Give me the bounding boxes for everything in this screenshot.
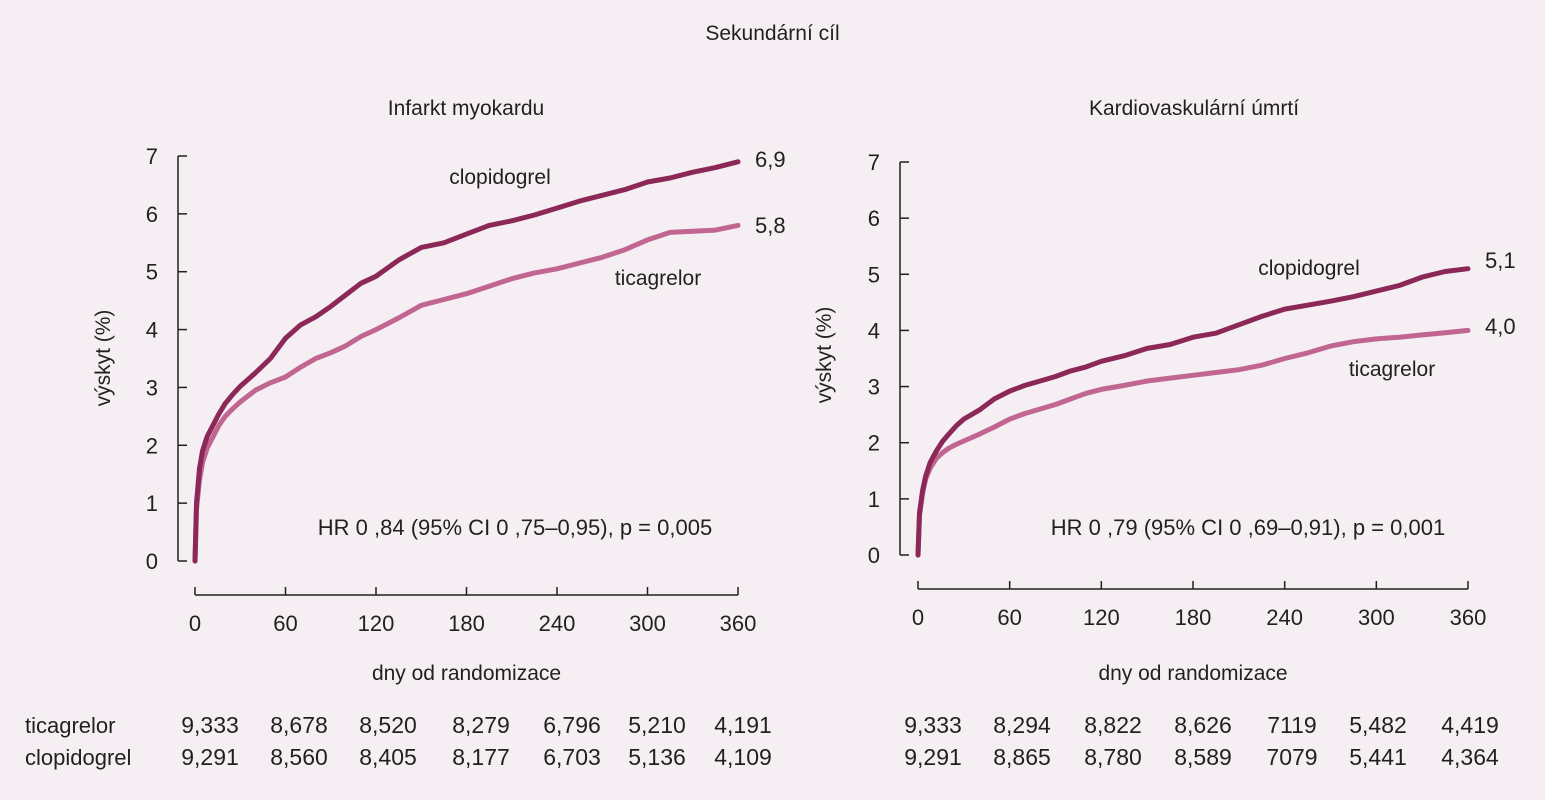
x-tick-label: 120	[358, 611, 395, 636]
figure-title: Sekundární cíl	[705, 22, 840, 45]
y-tick-label: 5	[868, 262, 880, 287]
y-tick-label: 4	[868, 318, 880, 343]
y-tick-label: 4	[146, 318, 158, 343]
y-tick-label: 6	[146, 202, 158, 227]
y-axis-label: výskyt (%)	[813, 307, 836, 404]
series-line-ticagrelor	[192, 222, 741, 564]
y-tick-label: 6	[868, 206, 880, 231]
risk-row-label-clopidogrel: clopidogrel	[25, 745, 131, 770]
risk-value-ticagrelor: 8,279	[452, 712, 510, 738]
risk-value-clopidogrel: 9,291	[181, 744, 239, 770]
risk-value-ticagrelor: 8,678	[270, 712, 328, 738]
x-tick-label: 360	[1450, 605, 1487, 630]
risk-value-ticagrelor: 8,520	[359, 712, 417, 738]
risk-value-clopidogrel: 5,136	[628, 744, 686, 770]
risk-value-clopidogrel: 8,780	[1084, 744, 1142, 770]
end-value-clopidogrel: 6,9	[755, 147, 786, 172]
risk-value-clopidogrel: 4,364	[1441, 744, 1499, 770]
chart-title: Infarkt myokardu	[388, 97, 544, 120]
y-axis-label: výskyt (%)	[92, 310, 115, 407]
y-tick-label: 5	[146, 260, 158, 285]
y-tick-label: 2	[868, 431, 880, 456]
series-label-clopidogrel: clopidogrel	[449, 166, 551, 189]
risk-value-ticagrelor: 8,822	[1084, 712, 1142, 738]
y-tick-label: 3	[146, 375, 158, 400]
x-tick-label: 120	[1083, 605, 1120, 630]
series-label-clopidogrel: clopidogrel	[1258, 257, 1360, 280]
x-tick-label: 60	[273, 611, 297, 636]
series-line-clopidogrel	[192, 159, 741, 564]
y-tick-label: 1	[146, 491, 158, 516]
x-tick-label: 180	[448, 611, 485, 636]
risk-value-ticagrelor: 8,294	[993, 712, 1051, 738]
x-axis-label: dny od randomizace	[372, 662, 561, 685]
series-label-ticagrelor: ticagrelor	[615, 267, 701, 290]
risk-value-clopidogrel: 9,291	[904, 744, 962, 770]
risk-value-clopidogrel: 8,177	[452, 744, 510, 770]
x-axis-label: dny od randomizace	[1098, 662, 1287, 685]
x-tick-label: 0	[189, 611, 201, 636]
hr-annotation: HR 0 ,84 (95% CI 0 ,75–0,95), p = 0,005	[318, 515, 712, 540]
series-line-clopidogrel	[915, 266, 1471, 558]
chart-title: Kardiovaskulární úmrtí	[1089, 97, 1299, 120]
risk-value-clopidogrel: 8,405	[359, 744, 417, 770]
x-tick-label: 240	[1266, 605, 1303, 630]
risk-value-clopidogrel: 8,560	[270, 744, 328, 770]
risk-value-ticagrelor: 5,482	[1349, 712, 1407, 738]
risk-value-ticagrelor: 6,796	[543, 712, 601, 738]
y-tick-label: 0	[868, 543, 880, 568]
risk-value-ticagrelor: 5,210	[628, 712, 686, 738]
end-value-clopidogrel: 5,1	[1485, 248, 1516, 273]
risk-value-ticagrelor: 9,333	[904, 712, 962, 738]
y-tick-label: 7	[868, 150, 880, 175]
risk-row-label-ticagrelor: ticagrelor	[25, 713, 115, 738]
hr-annotation: HR 0 ,79 (95% CI 0 ,69–0,91), p = 0,001	[1051, 515, 1445, 540]
y-tick-label: 3	[868, 375, 880, 400]
y-tick-label: 7	[146, 144, 158, 169]
risk-value-clopidogrel: 5,441	[1349, 744, 1407, 770]
chart-panel-2: Kardiovaskulární úmrtí 0 1 2 3 4 5 6 7 0 60 120 180 2…	[813, 97, 1516, 770]
risk-value-clopidogrel: 8,589	[1174, 744, 1232, 770]
y-tick-label: 1	[868, 487, 880, 512]
risk-value-ticagrelor: 8,626	[1174, 712, 1232, 738]
end-value-ticagrelor: 4,0	[1485, 314, 1516, 339]
series-line-ticagrelor	[915, 327, 1471, 558]
risk-value-ticagrelor: 4,419	[1441, 712, 1499, 738]
x-tick-label: 240	[539, 611, 576, 636]
risk-value-clopidogrel: 4,109	[714, 744, 772, 770]
x-tick-label: 300	[629, 611, 666, 636]
end-value-ticagrelor: 5,8	[755, 213, 786, 238]
y-tick-label: 2	[146, 433, 158, 458]
risk-value-clopidogrel: 7079	[1266, 744, 1317, 770]
risk-value-ticagrelor: 4,191	[714, 712, 772, 738]
x-tick-label: 180	[1175, 605, 1212, 630]
x-tick-label: 300	[1358, 605, 1395, 630]
risk-value-ticagrelor: 7119	[1267, 712, 1316, 738]
x-tick-label: 60	[997, 605, 1021, 630]
x-tick-label: 360	[720, 611, 757, 636]
risk-value-clopidogrel: 6,703	[543, 744, 601, 770]
y-tick-label: 0	[146, 549, 158, 574]
series-label-ticagrelor: ticagrelor	[1349, 358, 1435, 381]
x-tick-label: 0	[912, 605, 924, 630]
risk-value-ticagrelor: 9,333	[181, 712, 239, 738]
risk-value-clopidogrel: 8,865	[993, 744, 1051, 770]
chart-panel-1: Infarkt myokardu 0 1 2 3 4 5 6 7 0 60 120 180 240 300 3…	[25, 97, 786, 770]
